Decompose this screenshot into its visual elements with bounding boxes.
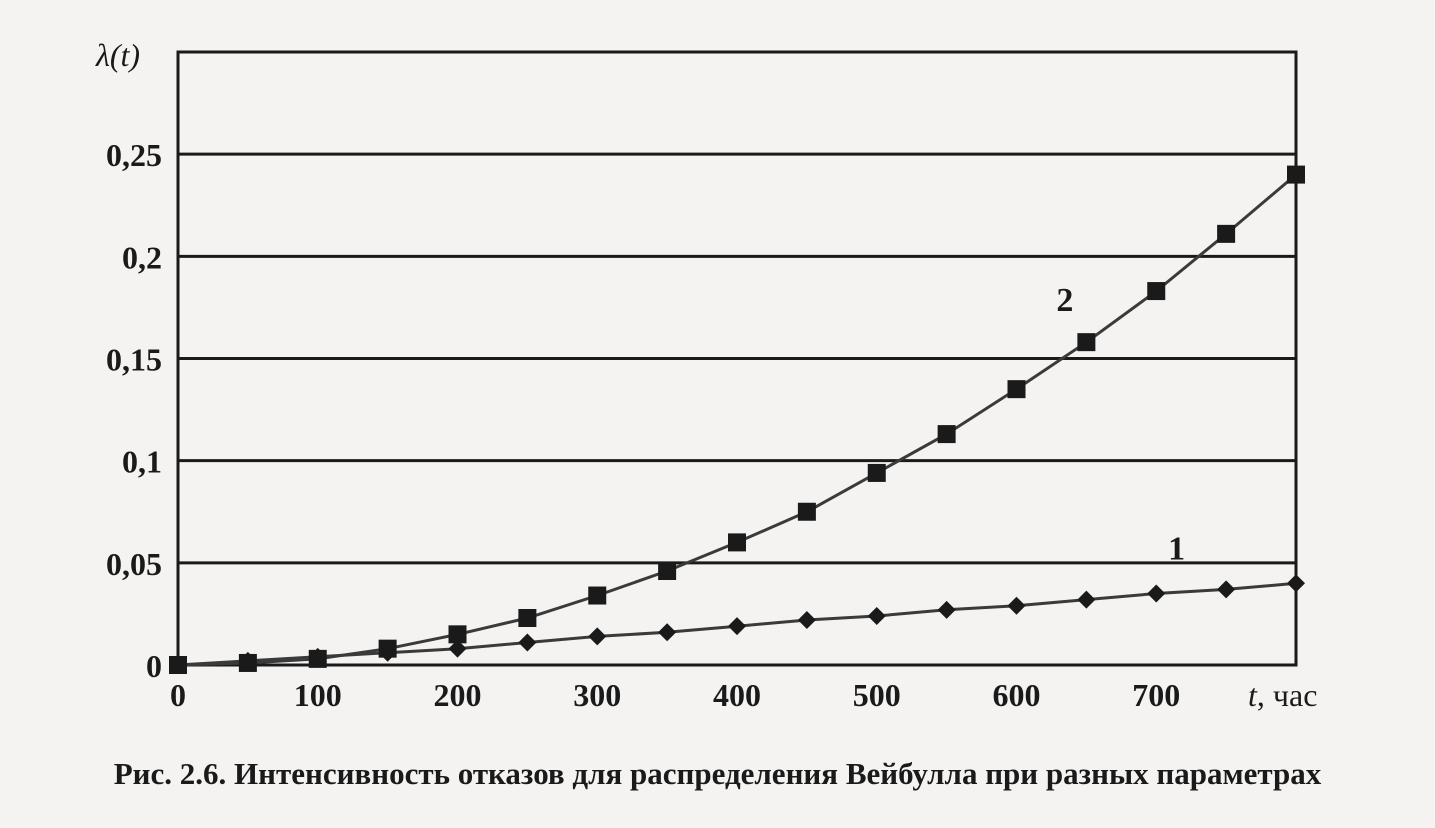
series-1-point-12 [1007, 596, 1026, 615]
series-2-point-0 [169, 656, 187, 674]
series-2-point-7 [658, 562, 677, 581]
series-1-point-8 [728, 617, 746, 636]
x-axis-label: t, час [1248, 677, 1317, 713]
series-2-point-3 [378, 639, 397, 658]
x-tick-label-3: 300 [573, 677, 621, 713]
series-1-point-9 [797, 611, 816, 630]
series-1-point-5 [518, 633, 537, 652]
x-axis-variable: t [1248, 677, 1258, 713]
series-2-point-16 [1287, 165, 1305, 184]
weibull-failure-rate-chart: 0 0,05 0,1 0,15 0,2 0,25 0 100 200 300 400 500 600 70… [95, 37, 1317, 713]
y-tick-label-4: 0,2 [122, 239, 162, 275]
x-tick-label-1: 100 [294, 677, 342, 713]
series-2-point-11 [937, 425, 956, 444]
series-1-point-6 [588, 627, 607, 646]
x-tick-label-2: 200 [434, 677, 482, 713]
figure-number: Рис. 2.6. [113, 756, 227, 791]
x-axis-unit: , час [1257, 677, 1318, 713]
y-axis-label: λ(t) [95, 37, 140, 73]
series-1-point-4 [448, 639, 467, 658]
series-lines [177, 173, 1297, 667]
tick-labels: 0 0,05 0,1 0,15 0,2 0,25 0 100 200 300 400 500 600 70… [106, 137, 1185, 713]
figure-caption: Рис. 2.6. Интенсивность отказов для расп… [0, 756, 1435, 792]
series-1-point-7 [658, 623, 677, 642]
y-tick-label-2: 0,1 [122, 444, 162, 480]
x-tick-label-5: 500 [853, 677, 901, 713]
y-tick-label-1: 0,05 [106, 546, 162, 582]
x-tick-label-4: 400 [713, 677, 761, 713]
series-2-line [177, 173, 1297, 667]
data-markers [169, 165, 1305, 674]
series-2-point-4 [448, 625, 467, 644]
series-2-point-1 [238, 653, 257, 672]
axis-labels: λ(t) t, час [95, 37, 1317, 713]
grid-lines [176, 50, 1298, 667]
series-2-point-15 [1217, 224, 1236, 243]
y-tick-label-0: 0 [146, 648, 162, 684]
series-1-point-16 [1287, 574, 1305, 593]
series-2-point-8 [728, 533, 746, 552]
y-tick-label-3: 0,15 [106, 342, 162, 378]
series-2-point-9 [797, 502, 816, 521]
series-2-point-6 [588, 586, 607, 605]
series-1-point-15 [1217, 580, 1236, 599]
series-2-point-2 [308, 649, 327, 668]
series-1-point-11 [937, 600, 956, 619]
series-2-point-10 [867, 463, 886, 482]
series-2-point-13 [1077, 333, 1096, 352]
series-2-label: 2 [1056, 282, 1073, 319]
series-1-point-10 [867, 606, 886, 625]
series-2-point-12 [1007, 380, 1026, 399]
figure-caption-text: Интенсивность отказов для распределения … [226, 756, 1322, 791]
series-2-point-5 [518, 609, 537, 628]
y-tick-label-5: 0,25 [106, 137, 162, 173]
series-1-label: 1 [1168, 530, 1185, 567]
series-1-point-13 [1077, 590, 1096, 609]
x-tick-label-0: 0 [170, 677, 186, 713]
series-1-point-14 [1147, 584, 1166, 603]
x-tick-label-6: 600 [993, 677, 1041, 713]
x-tick-label-7: 700 [1132, 677, 1180, 713]
series-2-point-14 [1147, 282, 1166, 301]
